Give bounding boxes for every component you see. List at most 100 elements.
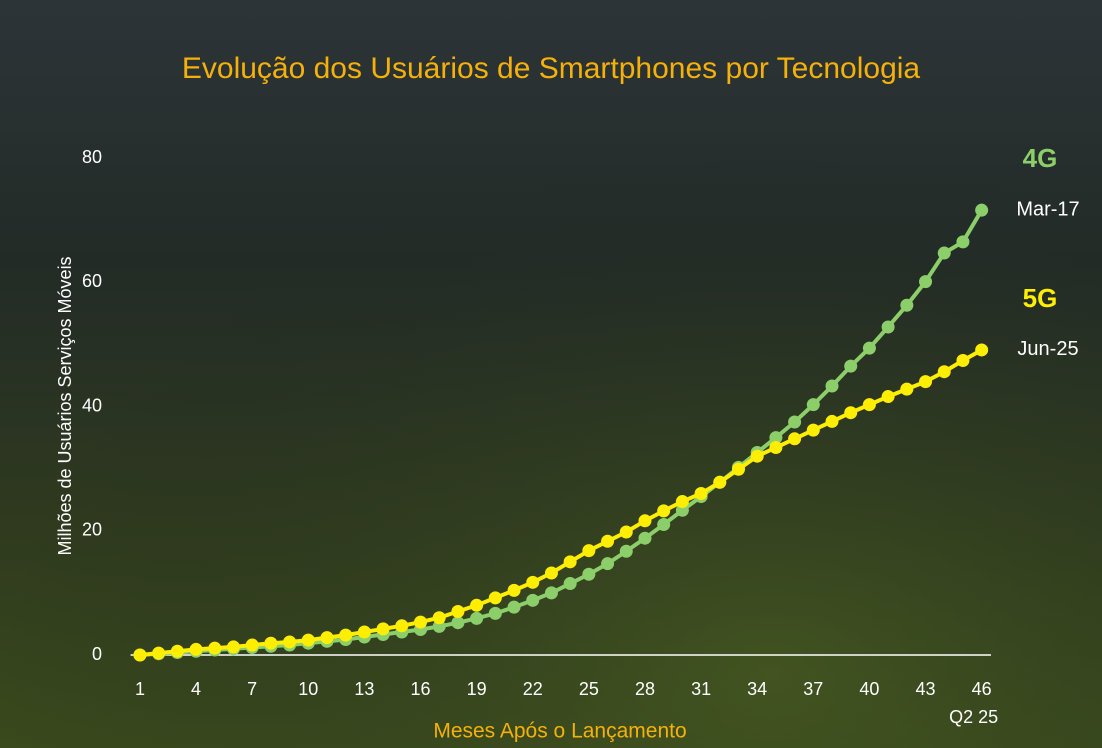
data-point: [937, 365, 951, 379]
y-tick-label: 0: [92, 644, 102, 664]
data-point: [152, 646, 166, 660]
x-tick-label: 4: [191, 679, 201, 699]
data-point: [544, 586, 558, 600]
data-point: [806, 423, 820, 437]
x-tick-label: 16: [411, 679, 431, 699]
data-point: [226, 640, 240, 654]
data-point: [283, 635, 297, 649]
data-point: [862, 398, 876, 412]
y-axis-title: Milhões de Usuários Serviços Móveis: [55, 256, 75, 555]
data-point: [170, 644, 184, 658]
series-name: 5G: [1023, 283, 1058, 313]
data-point: [919, 375, 933, 389]
data-point: [900, 382, 914, 396]
x-tick-label: 40: [859, 679, 879, 699]
data-point: [208, 641, 222, 655]
x-tick-label: 37: [803, 679, 823, 699]
data-point: [339, 628, 353, 642]
data-point: [675, 495, 689, 509]
series-name: 4G: [1023, 143, 1058, 173]
y-tick-label: 80: [82, 147, 102, 167]
data-point: [900, 298, 914, 312]
data-point: [881, 390, 895, 404]
x-tick-label: 1: [135, 679, 145, 699]
data-point: [806, 398, 820, 412]
data-point: [750, 449, 764, 463]
data-point: [619, 525, 633, 539]
y-tick-label: 40: [82, 395, 102, 415]
x-tick-label: 13: [354, 679, 374, 699]
data-point: [919, 275, 933, 289]
data-point: [376, 622, 390, 636]
data-point: [189, 642, 203, 656]
data-point: [601, 534, 615, 548]
x-tick-label: 7: [247, 679, 257, 699]
data-point: [956, 235, 970, 249]
data-point: [507, 600, 521, 614]
data-point: [769, 431, 783, 445]
data-point: [320, 631, 334, 645]
data-point: [264, 636, 278, 650]
series-end-label: Jun-25: [1017, 338, 1078, 360]
data-point: [582, 567, 596, 581]
data-point: [470, 611, 484, 625]
data-point: [526, 593, 540, 607]
data-point: [825, 414, 839, 428]
data-point: [956, 354, 970, 368]
data-point: [563, 555, 577, 569]
data-point: [563, 577, 577, 591]
x-tick-label: 46: [972, 679, 992, 699]
x-tick-label: 19: [467, 679, 487, 699]
data-point: [788, 432, 802, 446]
x-axis-title: Meses Após o Lançamento: [433, 720, 686, 743]
series-end-label: Mar-17: [1016, 198, 1079, 220]
data-point: [769, 441, 783, 455]
x-tick-label: 22: [523, 679, 543, 699]
data-point: [451, 605, 465, 619]
data-point: [657, 504, 671, 518]
x-tick-label: 10: [298, 679, 318, 699]
data-point: [619, 544, 633, 558]
data-point: [713, 475, 727, 489]
data-point: [862, 341, 876, 355]
data-point: [507, 583, 521, 597]
data-point: [470, 598, 484, 612]
data-point: [638, 531, 652, 545]
data-point: [395, 619, 409, 633]
data-point: [975, 343, 989, 357]
data-point: [544, 566, 558, 580]
data-point: [881, 320, 895, 334]
x-tick-label: 34: [747, 679, 767, 699]
data-point: [825, 379, 839, 393]
data-point: [245, 638, 259, 652]
chart-title: Evolução dos Usuários de Smartphones por…: [182, 52, 921, 85]
x-tick-label: 25: [579, 679, 599, 699]
x-tick-label: 28: [635, 679, 655, 699]
data-point: [414, 615, 428, 629]
data-point: [357, 625, 371, 639]
data-point: [488, 606, 502, 620]
data-point: [526, 575, 540, 589]
series-line: [139, 209, 984, 657]
data-point: [937, 246, 951, 260]
data-point: [488, 591, 502, 605]
series-line: [139, 348, 983, 657]
data-point: [844, 406, 858, 420]
data-point: [638, 514, 652, 528]
data-point: [788, 415, 802, 429]
y-tick-label: 20: [82, 520, 102, 540]
data-point: [694, 486, 708, 500]
data-point: [601, 557, 615, 571]
x-note: Q2 25: [949, 707, 998, 727]
data-point: [657, 518, 671, 532]
data-point: [975, 203, 989, 217]
x-tick-label: 31: [691, 679, 711, 699]
data-point: [451, 616, 465, 630]
data-point: [582, 544, 596, 558]
y-tick-label: 60: [82, 271, 102, 291]
x-tick-label: 43: [916, 679, 936, 699]
data-point: [731, 462, 745, 476]
data-point: [432, 611, 446, 625]
